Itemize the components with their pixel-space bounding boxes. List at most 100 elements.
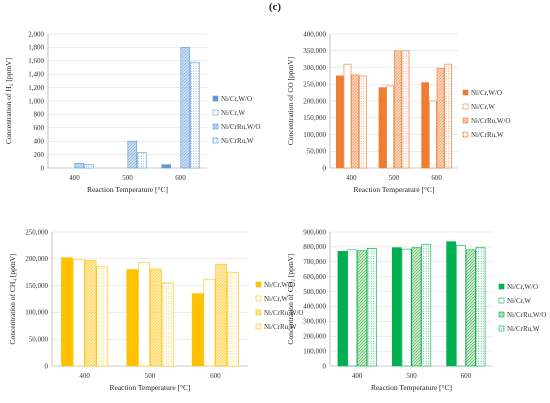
bar-500-3 bbox=[150, 268, 162, 367]
legend-entry: Ni/Cr,W bbox=[471, 103, 495, 111]
y-tick-label: 100,000 bbox=[303, 347, 326, 355]
y-axis-label: Concentration of CO₂ [ppmV] bbox=[286, 253, 295, 344]
y-tick-label: 50,000 bbox=[29, 336, 49, 344]
legend-entry: Ni/Cr,W bbox=[264, 295, 288, 303]
bar-600-2 bbox=[203, 278, 216, 367]
x-tick-label: 600 bbox=[431, 174, 442, 182]
chart-panel-3: 0 50,000 100,000 150,000 200,000 250,000 400 50… bbox=[8, 228, 303, 392]
y-tick-label: 400,000 bbox=[303, 30, 326, 38]
x-axis-label: Reaction Temperature [°C] bbox=[353, 185, 434, 194]
legend-entry: Ni/Cr,W/O bbox=[221, 95, 252, 103]
legend-entry: Ni/CrRu,W/O bbox=[507, 311, 546, 319]
legend-swatch bbox=[462, 89, 469, 96]
x-tick-label: 400 bbox=[346, 174, 357, 182]
legend-swatch bbox=[212, 137, 219, 144]
y-tick-label: 0 bbox=[45, 362, 49, 370]
y-tick-label: 300,000 bbox=[303, 64, 326, 72]
bar-500-1 bbox=[378, 87, 387, 169]
y-tick-label: 200,000 bbox=[25, 255, 48, 263]
x-axis-label: Reaction Temperature [°C] bbox=[371, 383, 452, 392]
bar-400-3 bbox=[357, 250, 367, 367]
y-tick-label: 200,000 bbox=[303, 97, 326, 105]
legend: Ni/Cr,W/O Ni/Cr,W Ni/CrRu,W/O Ni/CrRu,W bbox=[462, 89, 510, 139]
y-axis-label: Concentration of CH₄ [ppmV] bbox=[8, 253, 17, 344]
bar-500-2 bbox=[401, 248, 412, 367]
bar-500-4 bbox=[161, 282, 174, 367]
figure-label: (c) bbox=[268, 1, 282, 13]
bar-600-1 bbox=[421, 82, 429, 169]
bar-500-3 bbox=[411, 247, 422, 367]
y-tick-label: 350,000 bbox=[303, 47, 326, 55]
y-tick-label: 250,000 bbox=[303, 81, 326, 89]
x-tick-label: 600 bbox=[175, 174, 186, 182]
bar-500-1 bbox=[126, 269, 139, 367]
x-tick-label: 600 bbox=[210, 372, 221, 380]
x-axis-label: Reaction Temperature [°C] bbox=[87, 185, 168, 194]
y-tick-label: 200,000 bbox=[303, 333, 326, 341]
bar-400-4 bbox=[84, 164, 94, 169]
bar-400-4 bbox=[96, 266, 109, 367]
y-tick-label: 150,000 bbox=[25, 282, 48, 290]
legend-swatch bbox=[212, 95, 219, 102]
bar-500-4 bbox=[137, 152, 147, 169]
y-tick-label: 900,000 bbox=[303, 228, 326, 236]
legend-swatch bbox=[498, 297, 505, 304]
bar-500-3 bbox=[127, 140, 138, 169]
y-tick-label: 250,000 bbox=[25, 228, 48, 236]
x-axis-label: Reaction Temperature [°C] bbox=[109, 383, 190, 392]
y-tick-label: 100,000 bbox=[25, 309, 48, 317]
y-tick-label: 700,000 bbox=[303, 258, 326, 266]
x-tick-label: 500 bbox=[122, 174, 133, 182]
bar-600-4 bbox=[227, 271, 239, 367]
legend: Ni/Cr,W/O Ni/Cr,W Ni/CrRu,W/O Ni/CrRu,W bbox=[498, 283, 546, 333]
legend-entry: Ni/CrRu,W/O bbox=[221, 123, 260, 131]
legend-swatch bbox=[212, 123, 219, 130]
legend-swatch bbox=[255, 309, 262, 316]
legend-swatch bbox=[255, 323, 262, 330]
bar-500-4 bbox=[401, 50, 410, 169]
y-tick-label: 300,000 bbox=[303, 318, 326, 326]
legend-entry: Ni/Cr,W bbox=[221, 109, 245, 117]
y-tick-label: 2,000 bbox=[28, 30, 44, 38]
y-tick-label: 600 bbox=[34, 124, 45, 132]
legend-swatch bbox=[462, 117, 469, 124]
y-tick-label: 600,000 bbox=[303, 273, 326, 281]
y-tick-label: 800,000 bbox=[303, 243, 326, 251]
y-tick-label: 1,000 bbox=[28, 97, 44, 105]
x-tick-label: 600 bbox=[461, 372, 472, 380]
y-tick-label: 0 bbox=[323, 164, 327, 172]
legend-entry: Ni/CrRu,W bbox=[471, 131, 504, 139]
y-tick-label: 0 bbox=[323, 362, 327, 370]
legend-swatch bbox=[462, 131, 469, 138]
chart-panel-1: 0 200 400 600 800 1,000 1,200 1,400 1,600 1,800 2,… bbox=[4, 30, 260, 194]
legend-entry: Ni/CrRu,W/O bbox=[471, 117, 510, 125]
legend-swatch bbox=[212, 109, 219, 116]
y-tick-label: 1,400 bbox=[28, 71, 44, 79]
bar-500-2 bbox=[386, 85, 394, 169]
bar-500-4 bbox=[421, 244, 432, 367]
bar-600-3 bbox=[465, 249, 476, 367]
x-tick-label: 500 bbox=[389, 174, 400, 182]
bar-400-3 bbox=[84, 260, 97, 367]
legend-swatch bbox=[498, 325, 505, 332]
bar-400-2 bbox=[347, 249, 358, 367]
bar-400-1 bbox=[61, 257, 73, 367]
legend-entry: Ni/Cr,W bbox=[507, 297, 531, 305]
bar-600-1 bbox=[161, 164, 171, 169]
legend-swatch bbox=[255, 281, 262, 288]
y-tick-label: 500,000 bbox=[303, 288, 326, 296]
x-tick-label: 400 bbox=[79, 372, 90, 380]
bar-400-4 bbox=[359, 75, 367, 169]
x-tick-label: 500 bbox=[145, 372, 156, 380]
bar-500-1 bbox=[391, 247, 402, 367]
legend-entry: Ni/Cr,W/O bbox=[471, 89, 502, 97]
bar-400-4 bbox=[366, 248, 377, 367]
bar-600-4 bbox=[475, 247, 486, 367]
y-axis-label: Concentration of H₂ [ppmV] bbox=[4, 58, 13, 144]
legend-swatch bbox=[498, 311, 505, 318]
bar-600-3 bbox=[436, 67, 445, 169]
y-tick-label: 100,000 bbox=[303, 131, 326, 139]
bar-600-1 bbox=[191, 293, 204, 367]
bar-400-3 bbox=[351, 74, 360, 169]
